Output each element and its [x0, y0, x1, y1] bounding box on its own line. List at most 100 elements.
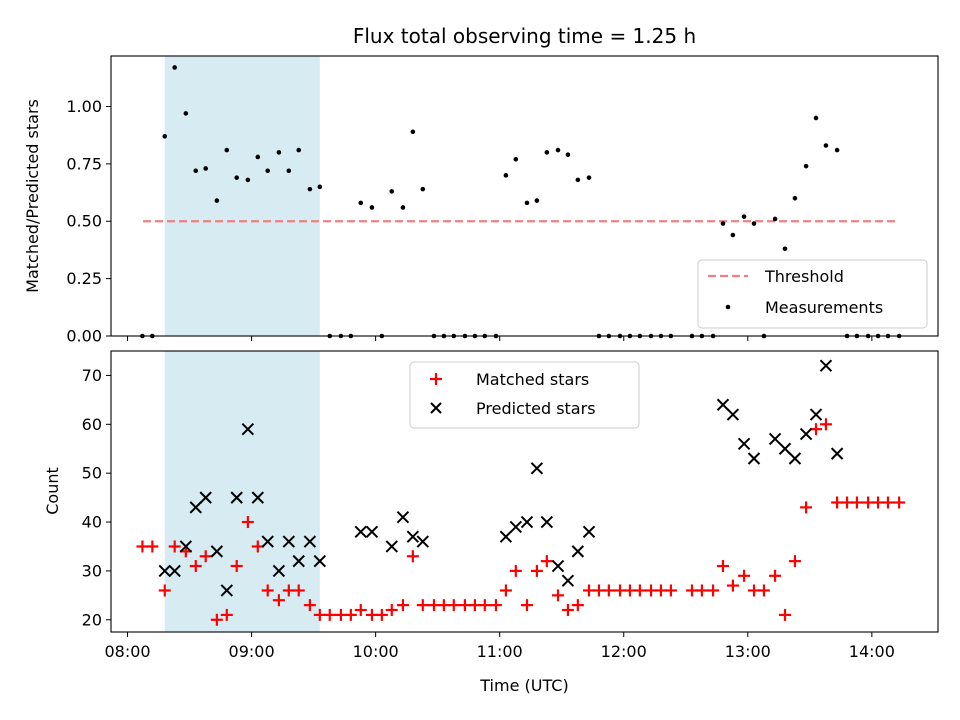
matched-star-point	[819, 418, 832, 431]
predicted-star-point	[799, 427, 813, 441]
predicted-star-point-b	[540, 515, 554, 529]
matched-star-point	[633, 584, 646, 597]
predicted-star-point	[726, 408, 740, 421]
measurement-point	[245, 177, 251, 183]
measurement-point	[544, 150, 550, 155]
predicted-star-point-b	[716, 398, 730, 411]
x-tick-label: 09:00	[229, 642, 275, 661]
predicted-star-point	[778, 442, 792, 455]
predicted-star-point	[551, 559, 565, 573]
bottom-y-axis-label: Count	[43, 467, 62, 515]
measurement-point	[803, 163, 809, 169]
predicted-star-point	[210, 545, 224, 558]
predicted-star-point-b	[199, 491, 212, 504]
measurement-point	[720, 221, 726, 226]
measurement-point	[317, 184, 323, 190]
predicted-star-point	[354, 525, 367, 539]
predicted-star-point	[716, 398, 730, 411]
matched-star-point	[551, 589, 564, 602]
predicted-star-point	[561, 574, 575, 587]
matched-star-point	[323, 608, 336, 621]
predicted-star-point	[385, 540, 398, 553]
predicted-star-point	[540, 515, 554, 529]
matched-star-point	[788, 555, 801, 568]
predicted-star-point	[158, 564, 171, 578]
predicted-star-point-b	[582, 525, 596, 539]
matched-star-point	[303, 599, 316, 612]
top-axis-ticks: 0.00 0.25 0.50 0.75 1.00	[66, 97, 873, 346]
matched-star-point	[375, 608, 388, 621]
predicted-star-point-b	[272, 564, 286, 578]
bottom-y-tick-label: 70	[82, 366, 102, 385]
predicted-star-point	[230, 491, 243, 504]
measurement-point	[586, 175, 592, 180]
predicted-star-point-b	[365, 525, 379, 539]
legend-matched-label: Matched stars	[476, 370, 589, 389]
predicted-star-point	[282, 535, 296, 548]
matched-star-point	[893, 496, 906, 509]
measurement-point	[400, 205, 406, 210]
measurement-point	[389, 189, 395, 194]
predicted-star-point	[272, 564, 286, 578]
legend-threshold-label: Threshold	[764, 267, 844, 286]
bottom-legend: Matched stars Predicted stars	[409, 361, 640, 429]
predicted-star-point-b	[168, 564, 181, 578]
measurement-point	[834, 147, 840, 153]
measurement-point	[751, 221, 757, 226]
measurement-point	[183, 111, 189, 116]
predicted-star-point	[582, 525, 596, 539]
matched-star-point	[530, 564, 543, 577]
matched-star-point	[757, 584, 770, 597]
predicted-star-point-b	[179, 540, 193, 553]
measurement-point	[255, 154, 261, 160]
matched-star-point	[738, 569, 751, 582]
predicted-star-point-b	[726, 408, 740, 421]
top-shaded-interval	[164, 56, 320, 336]
predicted-star-point	[303, 535, 317, 548]
predicted-star-point	[520, 515, 534, 529]
predicted-star-point	[530, 462, 544, 475]
measurement-point	[203, 166, 208, 171]
measurement-point	[823, 143, 829, 148]
matched-star-point	[241, 516, 254, 529]
matched-star-point	[199, 550, 212, 563]
legend-predicted-swatch	[430, 402, 442, 414]
matched-star-point	[509, 564, 522, 577]
matched-star-point	[230, 560, 243, 573]
predicted-star-point	[396, 510, 410, 524]
matched-star-point	[292, 584, 305, 597]
predicted-star-point-b	[406, 530, 420, 543]
measurement-point	[193, 168, 199, 174]
predicted-star-point	[199, 491, 212, 504]
predicted-star-point	[571, 545, 585, 558]
predicted-star-point-b	[530, 462, 544, 475]
predicted-star-point-b	[354, 525, 367, 539]
matched-star-point	[272, 594, 285, 607]
matched-star-point	[769, 569, 782, 582]
measurement-point	[224, 147, 230, 153]
predicted-star-point	[406, 530, 420, 543]
predicted-star-point-b	[809, 408, 823, 421]
predicted-star-point	[251, 491, 264, 504]
predicted-star-point	[809, 408, 823, 421]
top-legend-box	[697, 259, 928, 329]
matched-star-point	[158, 584, 171, 597]
predicted-star-point	[241, 422, 255, 436]
measurement-point	[286, 168, 292, 174]
matched-star-point	[540, 555, 553, 568]
predicted-star-point	[416, 535, 429, 548]
predicted-star-point-b	[571, 545, 585, 558]
predicted-star-point-b	[241, 422, 255, 436]
predicted-star-point-b	[261, 535, 274, 548]
bottom-y-tick-label: 30	[82, 561, 102, 580]
measurement-point	[555, 147, 561, 153]
top-axes-frame	[110, 55, 939, 337]
matched-star-point	[478, 599, 491, 612]
measurement-point	[276, 150, 282, 155]
predicted-star-point	[292, 554, 305, 568]
matched-star-point	[220, 608, 233, 621]
predicted-star-point	[365, 525, 379, 539]
matched-star-point	[447, 599, 460, 612]
predicted-star-point-b	[396, 510, 410, 524]
